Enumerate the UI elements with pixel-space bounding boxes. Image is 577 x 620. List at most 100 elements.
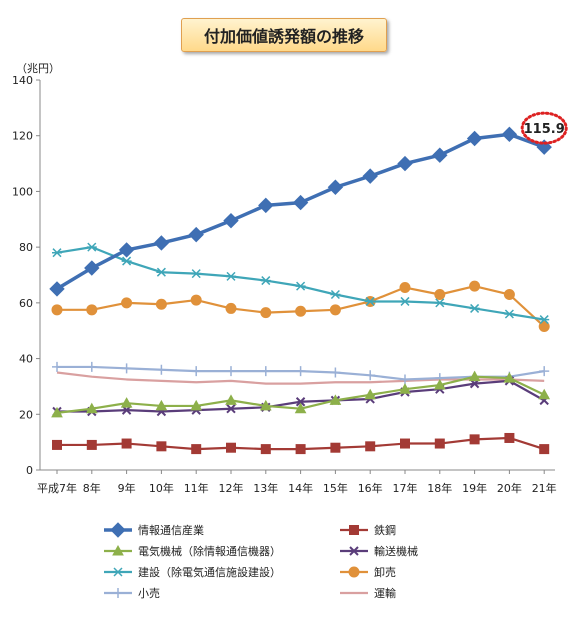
legend-item-1: 鉄鋼: [340, 523, 396, 537]
data-point: [84, 260, 100, 276]
legend-label: 輸送機械: [374, 544, 418, 558]
legend-swatch-marker: [112, 544, 124, 556]
data-point: [156, 364, 167, 375]
x-tick-label: 18年: [427, 481, 452, 495]
series-2: [51, 370, 551, 418]
data-point: [329, 394, 342, 405]
data-point: [191, 269, 202, 279]
data-point: [400, 296, 410, 306]
x-tick-label: 9年: [118, 481, 136, 495]
legend-swatch-marker: [349, 546, 359, 556]
data-point: [156, 267, 167, 277]
data-point: [52, 248, 62, 258]
data-point: [52, 439, 62, 450]
data-point: [225, 394, 237, 405]
data-point: [539, 315, 550, 325]
data-point: [259, 399, 272, 411]
data-point: [504, 309, 515, 319]
legend-label: 小売: [138, 587, 160, 600]
x-tick-label: 8年: [83, 481, 101, 495]
series-1: [52, 432, 550, 455]
data-point: [503, 289, 515, 300]
x-tick-label: 19年: [462, 481, 487, 495]
data-point: [153, 235, 170, 251]
data-point: [399, 282, 411, 294]
data-point: [51, 304, 63, 316]
data-point: [190, 294, 202, 306]
y-tick-label: 100: [12, 185, 33, 198]
series-layer: [49, 126, 552, 455]
data-point: [539, 366, 550, 377]
legend-swatch-marker: [349, 525, 359, 535]
data-point: [538, 321, 550, 333]
data-point: [156, 441, 167, 452]
data-point: [51, 406, 63, 418]
series-line: [56, 132, 545, 291]
data-point: [400, 374, 410, 385]
data-point: [329, 304, 341, 316]
data-point: [504, 432, 515, 443]
data-point: [86, 439, 97, 450]
data-point: [433, 379, 446, 390]
data-point: [466, 130, 483, 147]
callout-label: 115.9: [524, 122, 565, 137]
data-point: [226, 271, 236, 281]
legend-label: 卸売: [374, 565, 396, 579]
data-point: [327, 179, 344, 195]
y-tick-label: 80: [19, 241, 33, 254]
legend-item-5: 卸売: [340, 565, 396, 579]
y-tick-label: 40: [19, 353, 33, 366]
legend-item-7: 運輸: [340, 586, 396, 600]
legend-swatch-marker: [348, 566, 360, 578]
data-point: [191, 366, 202, 377]
data-point: [86, 304, 98, 316]
data-point: [434, 298, 445, 308]
series-5: [51, 280, 550, 333]
data-point: [49, 281, 65, 297]
data-point: [191, 444, 202, 455]
x-tick-label: 17年: [393, 481, 418, 495]
x-tick-label: 13年: [253, 481, 278, 495]
data-point: [121, 297, 133, 309]
series-0: [49, 126, 552, 297]
x-tick-label: 平成7年: [37, 481, 77, 495]
data-point: [503, 372, 516, 383]
data-point: [365, 296, 376, 306]
data-point: [226, 404, 236, 414]
series-4: [52, 242, 550, 325]
data-point: [188, 226, 204, 243]
x-tick-label: 20年: [497, 481, 522, 495]
data-point: [469, 434, 480, 445]
data-point: [538, 388, 551, 400]
x-tick-label: 16年: [358, 481, 383, 495]
axes: 0 20 40 60 80 100 120 140 平成7年 8年 9年 10年 11年 12年 13年 14…: [12, 74, 557, 495]
data-point: [260, 276, 271, 286]
y-tick-label: 120: [12, 130, 33, 143]
data-point: [292, 194, 309, 211]
data-point: [295, 281, 306, 291]
legend-item-6: 小売: [104, 587, 160, 600]
data-point: [294, 402, 307, 414]
data-point: [155, 298, 167, 310]
y-tick-label: 60: [19, 297, 33, 310]
data-point: [501, 126, 518, 143]
data-point: [260, 444, 271, 455]
data-point: [330, 367, 341, 378]
data-point: [258, 197, 274, 214]
data-point: [362, 168, 378, 184]
data-point: [295, 397, 306, 407]
y-tick-label: 140: [12, 74, 33, 87]
data-point: [121, 438, 132, 449]
data-point: [399, 383, 411, 394]
data-point: [118, 242, 135, 258]
y-tick-label: 0: [26, 464, 33, 477]
data-point: [295, 305, 307, 317]
annotation-layer: 115.9: [520, 111, 568, 145]
data-point: [85, 402, 98, 414]
legend-label: 鉄鋼: [374, 523, 396, 537]
data-point: [86, 361, 97, 372]
legend-swatch-marker: [113, 588, 123, 598]
data-point: [434, 289, 446, 300]
